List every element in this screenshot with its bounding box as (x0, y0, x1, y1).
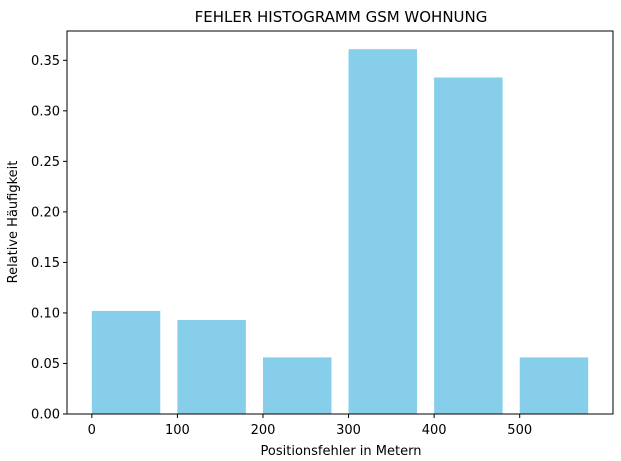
plot-frame (66, 30, 614, 415)
y-tick-label-6: 0.30 (31, 104, 60, 119)
bar-3 (348, 49, 418, 414)
bar-0 (91, 310, 161, 414)
x-tick-label-0: 0 (88, 423, 96, 438)
y-tick-label-0: 0.00 (31, 408, 60, 423)
x-axis-ticks: 0 100 200 300 400 500 (88, 414, 532, 438)
bar-2 (262, 357, 332, 414)
x-tick-label-3: 300 (336, 423, 361, 438)
y-axis-label: Relative Häufigkeit (6, 161, 21, 284)
x-axis-label: Positionsfehler in Metern (261, 444, 422, 459)
bar-5 (519, 357, 589, 414)
chart-title: FEHLER HISTOGRAMM GSM WOHNUNG (195, 8, 488, 26)
y-tick-label-4: 0.20 (31, 205, 60, 220)
y-tick-label-3: 0.15 (31, 256, 60, 271)
y-tick-label-2: 0.10 (31, 306, 60, 321)
bar-1 (177, 320, 246, 414)
bar-4 (434, 77, 503, 415)
y-tick-label-7: 0.35 (31, 54, 60, 69)
bars-group (91, 49, 589, 415)
y-axis-ticks: 0.00 0.05 0.10 0.15 0.20 0.25 0.30 0.35 (31, 54, 67, 423)
y-tick-label-5: 0.25 (31, 155, 60, 170)
x-tick-label-1: 100 (165, 423, 190, 438)
x-tick-label-2: 200 (251, 423, 276, 438)
x-tick-label-4: 400 (422, 423, 447, 438)
y-tick-label-1: 0.05 (31, 357, 60, 372)
x-tick-label-5: 500 (507, 423, 532, 438)
